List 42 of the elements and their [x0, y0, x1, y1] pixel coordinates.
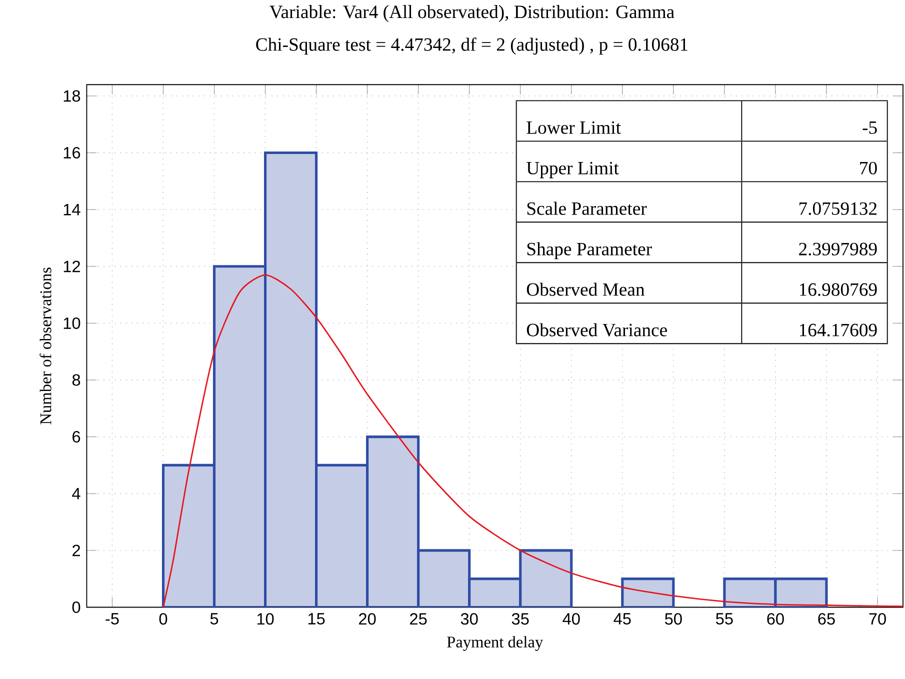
y-tick-label: 0 [72, 602, 80, 614]
annotation: Lower Limit [526, 121, 621, 134]
x-tick-label: 5 [210, 613, 218, 625]
annotation: Observed Mean [526, 282, 645, 296]
annotation: Upper Limit [526, 162, 619, 178]
y-tick-label: 2 [72, 544, 80, 556]
x-tick-label: 40 [562, 613, 580, 625]
annotation: 164.17609 [800, 324, 877, 336]
x-tick-label: 35 [512, 613, 529, 625]
y-tick-label: 6 [72, 431, 80, 443]
x-tick-label: 20 [359, 613, 376, 625]
x-tick-label: 65 [818, 613, 835, 625]
chart-title: Variable: Var4 (All observated), Distribution: Gamma [270, 5, 674, 22]
annotation: Shape Parameter [527, 242, 652, 260]
x-tick-label: 45 [614, 613, 631, 625]
y-tick-label: 4 [72, 488, 80, 500]
x-tick-label: -5 [106, 613, 119, 625]
y-axis-title: Number of observations [40, 268, 52, 424]
x-tick-label: 55 [716, 613, 733, 625]
annotation: 7.0759132 [800, 202, 877, 216]
y-tick-label: 16 [64, 147, 80, 159]
annotation: -5 [862, 122, 877, 134]
annotation: 70 [860, 162, 877, 174]
y-tick-label: 10 [64, 317, 80, 330]
x-tick-label: 50 [664, 613, 682, 625]
y-tick-label: 8 [72, 374, 80, 386]
x-tick-label: 70 [869, 613, 886, 625]
y-tick-label: 18 [64, 90, 80, 102]
x-tick-label: 25 [410, 613, 427, 625]
annotation: 2.3997989 [799, 242, 877, 256]
x-tick-label: 10 [257, 613, 274, 625]
chart-subtitle: Chi-Square test = 4.47342, df = 2 (adjusted) , p = 0.10681 [256, 38, 688, 55]
annotation: Scale Parameter [527, 202, 647, 215]
y-tick-label: 12 [64, 260, 80, 272]
x-tick-label: 60 [767, 613, 784, 625]
annotation: Observed Variance [526, 323, 667, 336]
x-tick-label: 0 [159, 613, 168, 625]
x-tick-label: 30 [460, 613, 478, 625]
x-tick-label: 15 [308, 613, 325, 625]
y-tick-label: 14 [64, 204, 80, 216]
annotation: 16.980769 [800, 283, 877, 296]
x-axis-title: Payment delay [447, 636, 544, 651]
